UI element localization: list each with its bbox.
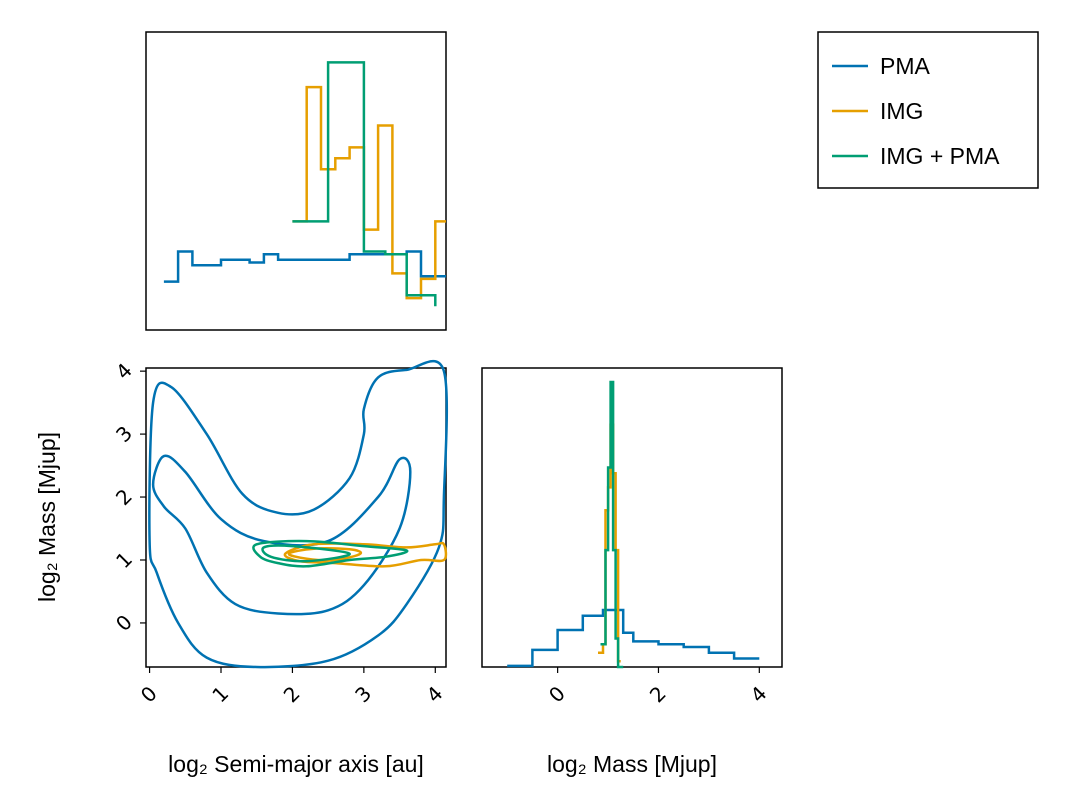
x-tick-label-4: 4 [422, 681, 448, 707]
legend-label-img-pma: IMG + PMA [880, 143, 1000, 169]
mass-x-axis-label: log₂ Mass [Mjup] [547, 751, 717, 777]
contour-pma-level-1 [148, 359, 449, 669]
sma-hist-img [292, 85, 446, 300]
contour-panel [148, 359, 449, 669]
sma-hist-img-pma [292, 61, 437, 307]
mass-hist-img-pma [600, 380, 624, 669]
contour-y-axis-label: log₂ Mass [Mjup] [34, 432, 60, 602]
contour-img-pma-level-1 [252, 539, 409, 568]
axis-ticks: 0 1 2 3 4 0 1 2 3 4 0 2 4 [111, 358, 772, 707]
y-tick-label-3: 3 [111, 421, 137, 447]
y-tick-label-1: 1 [111, 547, 137, 573]
legend-label-img: IMG [880, 98, 923, 124]
x-tick-label-1: 1 [207, 681, 233, 707]
y-tick-label-0: 0 [111, 610, 137, 636]
mass-x-tick-label-0: 0 [544, 681, 570, 707]
sma-histogram-frame [145, 31, 447, 331]
mass-histogram [507, 380, 760, 669]
mass-x-tick-label-2: 2 [645, 681, 671, 707]
contour-pma-level-2 [151, 454, 412, 616]
contour-x-axis-label: log₂ Semi-major axis [au] [168, 751, 424, 777]
mass-histogram-frame [481, 367, 783, 668]
x-tick-label-3: 3 [350, 681, 376, 707]
mass-x-tick-label-4: 4 [746, 681, 772, 707]
mass-hist-pma [507, 608, 760, 668]
sma-hist-pma [163, 250, 446, 283]
legend-box [817, 31, 1039, 189]
x-tick-label-2: 2 [279, 681, 305, 707]
contour-panel-frame [145, 367, 447, 668]
y-tick-label-2: 2 [111, 484, 137, 510]
contour-img-pma-level-2 [261, 544, 351, 563]
x-tick-label-0: 0 [136, 681, 162, 707]
sma-histogram [163, 61, 446, 307]
legend: PMA IMG IMG + PMA [817, 31, 1039, 189]
legend-label-pma: PMA [880, 53, 931, 79]
y-tick-label-4: 4 [111, 358, 137, 384]
